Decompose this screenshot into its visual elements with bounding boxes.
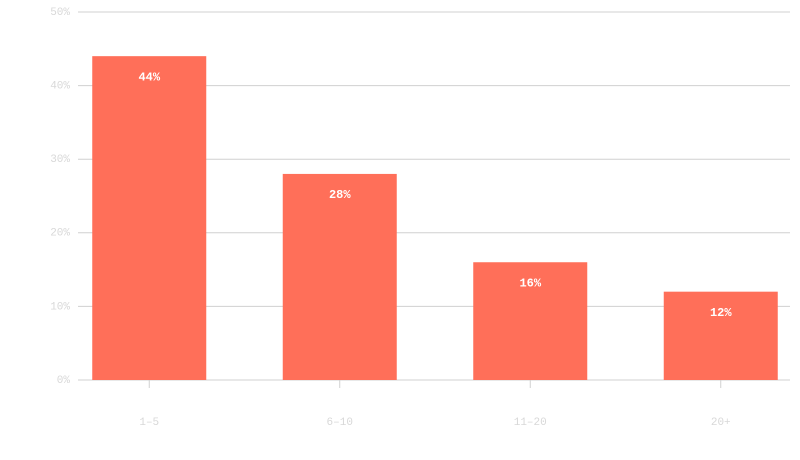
x-tick-label: 11–20 [514, 417, 547, 429]
x-tick-label: 6–10 [327, 417, 353, 429]
y-tick-label: 30% [50, 154, 70, 166]
y-tick-label: 20% [50, 228, 70, 240]
y-tick-label: 10% [50, 301, 70, 313]
value-label: 44% [138, 70, 160, 84]
x-tick-label: 20+ [711, 417, 731, 429]
x-tick-label: 1–5 [139, 417, 159, 429]
value-label: 28% [329, 188, 351, 202]
bar [92, 56, 207, 380]
value-label: 16% [519, 276, 541, 290]
y-tick-label: 40% [50, 81, 70, 93]
y-tick-label: 50% [50, 7, 70, 19]
y-tick-label: 0% [57, 375, 71, 387]
bar [282, 173, 397, 380]
value-label: 12% [710, 306, 732, 320]
bar [663, 291, 778, 380]
bar [473, 262, 588, 380]
